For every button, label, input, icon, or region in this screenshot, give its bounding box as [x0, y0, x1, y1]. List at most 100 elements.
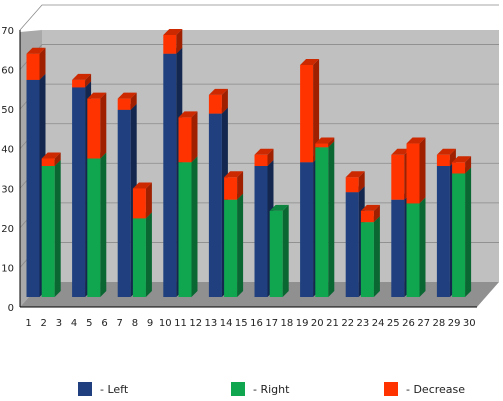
y-tick-label: 40 [1, 145, 14, 156]
x-tick-label: 17 [265, 318, 278, 329]
bar-right-11-front [178, 162, 192, 297]
x-tick-label: 3 [56, 318, 62, 329]
bar-decrease-13-front [208, 94, 222, 114]
bar-decrease-4-top [72, 73, 92, 80]
y-tick-label: 30 [1, 184, 14, 195]
bar-decrease-10 [163, 29, 183, 54]
x-tick-label: 7 [117, 318, 123, 329]
bar-decrease-5-front [87, 98, 101, 159]
bar-decrease-13-side [221, 88, 228, 114]
legend-item-decrease: - Decrease [384, 380, 465, 398]
bar-decrease-10-side [176, 29, 183, 54]
y-tick-label: 70 [1, 26, 14, 37]
bar-decrease-19 [300, 58, 320, 163]
bar-decrease-20-top [315, 137, 335, 144]
bar-right-29 [452, 167, 472, 297]
bar-decrease-1 [26, 47, 46, 80]
bar-right-2-front [41, 166, 55, 297]
bar-decrease-22-top [345, 171, 365, 178]
legend-label-right: - Right [253, 382, 290, 396]
bar-decrease-29-top [452, 156, 472, 163]
bar-right-11 [178, 156, 198, 297]
y-tick-labels: 0 10 20 30 40 50 60 70 [1, 26, 14, 314]
legend-item-left: - Left [78, 380, 128, 398]
bar-decrease-4-side [85, 73, 92, 88]
bar-right-23 [360, 216, 380, 297]
x-tick-label: 26 [402, 318, 415, 329]
bar-left-13-front [208, 113, 222, 297]
bar-right-14-front [224, 199, 238, 297]
bar-left-10-front [163, 53, 177, 297]
y-tick-label: 50 [1, 105, 14, 116]
bar-right-23-side [373, 216, 380, 297]
bar-decrease-10-top [163, 29, 183, 35]
bar-right-17-top [269, 204, 289, 211]
bar-decrease-23-side [373, 204, 380, 223]
legend-label-left: - Left [100, 382, 129, 396]
bar-right-20 [315, 141, 335, 297]
x-tick-label: 27 [417, 318, 430, 329]
y-tick-label: 20 [1, 224, 14, 235]
axes [19, 30, 477, 308]
bar-right-8 [132, 212, 152, 297]
bar-decrease-16-side [267, 148, 274, 166]
bar-right-5-side [100, 152, 107, 297]
legend: - Left - Right - Decrease [0, 380, 503, 398]
bar-left-19-front [300, 162, 314, 297]
bar-right-11-side [191, 156, 198, 297]
x-tick-label: 21 [326, 318, 339, 329]
bar-decrease-20-side [328, 137, 335, 148]
bar-decrease-14-top [224, 171, 244, 178]
legend-label-decrease: - Decrease [406, 382, 466, 396]
bar-decrease-22-front [345, 177, 359, 193]
bar-right-8-side [145, 212, 152, 297]
bar-decrease-25-front [391, 154, 405, 200]
x-tick-labels: 1 2 3 4 5 6 7 8 9 10 11 12 13 14 15 16 17 18 19 20 21 22 23 24 2… [25, 318, 475, 329]
bar-right-8-front [132, 218, 146, 297]
x-tick-label: 25 [387, 318, 400, 329]
legend-swatch-right [231, 382, 245, 396]
bar-decrease-2-top [41, 152, 61, 159]
bar-decrease-29-side [465, 156, 472, 174]
bar-right-5 [87, 152, 107, 297]
bar-left-28-front [436, 166, 450, 297]
bar-decrease-14-side [237, 171, 244, 200]
bar-decrease-7 [117, 92, 137, 110]
bar-decrease-28-top [436, 148, 456, 155]
x-tick-label: 28 [433, 318, 446, 329]
x-tick-label: 2 [41, 318, 47, 329]
x-tick-label: 4 [71, 318, 77, 329]
bar-decrease-8-side [145, 182, 152, 219]
bar-decrease-20-front [315, 143, 329, 148]
bar-decrease-22 [345, 171, 365, 193]
bar-decrease-11-top [178, 111, 198, 118]
bar-decrease-11-front [178, 117, 192, 163]
x-tick-label: 14 [220, 318, 233, 329]
bar-decrease-26-top [406, 137, 426, 144]
x-tick-label: 18 [281, 318, 294, 329]
bar-decrease-29 [452, 156, 472, 174]
bar-decrease-1-front [26, 53, 40, 80]
bar-decrease-5-side [100, 92, 107, 159]
x-tick-label: 29 [448, 318, 461, 329]
bar-left-16-front [254, 166, 268, 297]
bar-right-29-side [465, 167, 472, 297]
bar-right-5-front [87, 158, 101, 297]
bar-decrease-23 [360, 204, 380, 223]
bar-right-17 [269, 204, 289, 297]
bar-decrease-2-front [41, 158, 55, 166]
x-tick-label: 16 [250, 318, 263, 329]
bar-decrease-19-front [300, 64, 314, 163]
bar-decrease-8-front [132, 188, 146, 219]
bar-decrease-28-side [449, 148, 456, 166]
bar-decrease-28 [436, 148, 456, 166]
x-tick-label: 12 [189, 318, 202, 329]
legend-swatch-decrease [384, 382, 398, 396]
bar-decrease-14 [224, 171, 244, 200]
bar-decrease-1-top [26, 47, 46, 54]
x-tick-label: 30 [463, 318, 476, 329]
x-tick-label: 1 [25, 318, 31, 329]
bar-decrease-26-front [406, 143, 420, 204]
bar-right-26 [406, 197, 426, 297]
